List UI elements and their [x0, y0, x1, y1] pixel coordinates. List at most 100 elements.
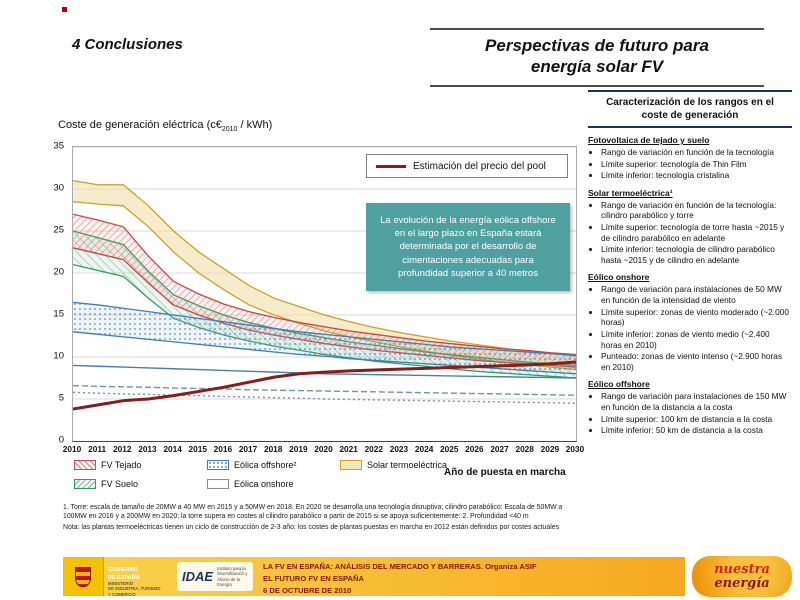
sidebar-bullet-list: Rango de variación para instalaciones de…	[588, 391, 792, 435]
y-tick-label: 10	[53, 350, 64, 362]
pool-line-sample	[376, 164, 406, 168]
x-tick-label: 2013	[138, 444, 157, 454]
chart-axis-title: Coste de generación eléctrica (c€2010 / …	[58, 119, 272, 133]
sidebar-bullet: Límite inferior: zonas de viento medio (…	[601, 329, 792, 350]
y-tick-label: 15	[53, 308, 64, 320]
x-tick-label: 2025	[440, 444, 459, 454]
sidebar-bullet: Límite superior: tecnología de Thin Film	[601, 159, 792, 170]
footnote-1: 1. Torre: escala de tamaño de 20MW a 40 …	[63, 504, 563, 520]
sidebar-section: Solar termoeléctrica¹ Rango de variación …	[588, 188, 792, 266]
eolica-onshore-swatch	[207, 479, 229, 489]
y-tick-label: 20	[53, 266, 64, 278]
fv-suelo-label: FV Suelo	[101, 479, 139, 489]
slide-title: Perspectivas de futuro para energía sola…	[430, 28, 764, 87]
x-tick-label: 2017	[238, 444, 258, 454]
legend-item-fv-tejado: FV Tejado	[74, 460, 141, 470]
band-upper-Eólica offshore	[73, 301, 576, 356]
sidebar-bullet: Rango de variación para instalaciones de…	[601, 284, 792, 305]
chart-title-subscript: 2010	[221, 126, 238, 134]
x-tick-label: 2015	[188, 444, 207, 454]
eolica-onshore-label: Eólica onshore	[234, 479, 294, 489]
x-tick-label: 2010	[62, 444, 82, 454]
x-tick-label: 2029	[540, 444, 560, 454]
chart-title-prefix: Coste de generación eléctrica (c€	[58, 119, 222, 131]
y-tick-label: 0	[58, 434, 64, 446]
sidebar-title: Caracterización de los rangos en el cost…	[588, 90, 792, 128]
slide-marker-dot	[62, 7, 67, 12]
brand-line1: nuestra	[714, 561, 770, 577]
sidebar-bullet: Límite superior: 100 km de distancia a l…	[601, 414, 792, 425]
x-axis-tick-labels: 2010 2011 2012 2013 2014 2015 2016 2017 2018 2019…	[63, 444, 584, 456]
line-Estimación del precio del pool	[73, 360, 576, 411]
y-tick-label: 25	[53, 224, 64, 236]
event-line2: EL FUTURO FV EN ESPAÑA	[263, 573, 364, 583]
sidebar: Caracterización de los rangos en el cost…	[588, 90, 792, 437]
brand-line2: energía	[714, 575, 770, 591]
sidebar-section: Eólico offshoreRango de variación para i…	[588, 379, 792, 435]
slide-title-line1: Perspectivas de futuro para	[485, 36, 709, 55]
band-upper-Solar termoeléctrica	[73, 179, 576, 357]
legend-item-eolica-onshore: Eólica onshore	[207, 479, 294, 489]
solar-termo-label: Solar termoeléctrica	[367, 460, 448, 470]
x-tick-label: 2020	[314, 444, 333, 454]
sidebar-bullet: Límite superior: zonas de viento moderad…	[601, 307, 792, 328]
x-tick-label: 2012	[113, 444, 132, 454]
event-line3: 6 DE OCTUBRE DE 2010	[263, 585, 352, 595]
idae-caption: Instituto para la Diversificación y Ahor…	[217, 566, 248, 587]
y-tick-label: 30	[53, 182, 64, 194]
footer-bar: GOBIERNO DE ESPAÑA MINISTERIO DE INDUSTR…	[63, 557, 685, 597]
sidebar-section-heading: Fotovoltaica de tejado y suelo	[588, 135, 710, 145]
x-tick-label: 2019	[289, 444, 308, 454]
sidebar-bullet: Límite inferior: tecnología de cilindro …	[601, 244, 792, 265]
x-tick-label: 2022	[364, 444, 384, 454]
x-tick-label: 2018	[263, 444, 283, 454]
y-tick-label: 35	[53, 140, 64, 152]
nuestra-energia-logo: nuestra energía	[692, 556, 792, 597]
x-tick-label: 2021	[339, 444, 358, 454]
solar-termo-swatch	[340, 460, 362, 470]
eolica-offshore-swatch	[207, 460, 229, 470]
line-Eólica onshore superior (viento moderado ~2.000 horas)	[73, 364, 576, 379]
sidebar-bullet: Rango de variación en función de la tecn…	[601, 200, 792, 221]
line-Eólica onshore inferior (viento medio ~2.400 horas)	[73, 384, 576, 396]
band-lower-Eólica offshore	[73, 331, 576, 375]
sidebar-bullet: Rango de variación en función de la tecn…	[601, 147, 792, 158]
sidebar-sections: Fotovoltaica de tejado y suelo Rango de v…	[588, 135, 792, 436]
fv-tejado-swatch	[74, 460, 96, 470]
chart-title-suffix: / kWh)	[237, 119, 273, 131]
gobierno-label: GOBIERNO DE ESPAÑA	[108, 567, 140, 582]
fv-suelo-swatch	[74, 479, 96, 489]
sidebar-bullet: Límite superior: tecnología de torre has…	[601, 222, 792, 243]
sidebar-bullet: Punteado: zonas de viento intenso (~2.90…	[601, 351, 792, 372]
spain-crest-icon	[75, 566, 91, 587]
sidebar-bullet: Límite inferior: tecnología cristalina	[601, 170, 792, 181]
band-upper-FV Tejado	[73, 213, 576, 356]
sidebar-section-heading: Eólico onshore	[588, 272, 650, 283]
y-axis-tick-labels: 0 5 10 15 20 25 30 35	[36, 141, 68, 446]
x-tick-label: 2026	[465, 444, 484, 454]
idae-logo: IDAE Instituto para la Diversificación y…	[177, 562, 253, 591]
sidebar-bullet-list: Rango de variación en función de la tecn…	[588, 200, 792, 266]
x-tick-label: 2028	[515, 444, 534, 454]
band-Solar termoeléctrica	[73, 180, 576, 370]
sidebar-bullet-list: Rango de variación para instalaciones de…	[588, 284, 792, 372]
x-tick-label: 2027	[490, 444, 509, 454]
section-title: 4 Conclusiones	[72, 36, 183, 53]
event-line1: LA FV EN ESPAÑA: ANÁLISIS DEL MERCADO Y …	[263, 562, 537, 571]
fv-tejado-label: FV Tejado	[101, 460, 142, 470]
chart-plot-area	[72, 146, 577, 442]
ministerio-label: MINISTERIO DE INDUSTRIA, TURISMO Y COMER…	[108, 581, 161, 597]
legend-item-eolica-offshore: Eólica offshore²	[207, 460, 296, 470]
sidebar-bullet-list: Rango de variación en función de la tecn…	[588, 147, 792, 181]
x-tick-label: 2014	[163, 444, 182, 454]
sidebar-bullet: Límite inferior: 50 km de distancia a la…	[601, 425, 792, 436]
x-tick-label: 2023	[389, 444, 409, 454]
sidebar-section-heading: Solar termoeléctrica¹	[588, 187, 673, 198]
sidebar-section: Eólico onshoreRango de variación para in…	[588, 272, 792, 372]
cost-chart	[73, 147, 576, 411]
slide-title-line2: energía solar FV	[530, 57, 664, 77]
footnotes: 1. Torre: escala de tamaño de 20MW a 40 …	[63, 504, 585, 535]
band-Eólica offshore	[73, 302, 576, 374]
pool-price-legend: Estimación del precio del pool	[366, 154, 568, 178]
offshore-note-callout: La evolución de la energía eólica offsho…	[366, 203, 570, 291]
